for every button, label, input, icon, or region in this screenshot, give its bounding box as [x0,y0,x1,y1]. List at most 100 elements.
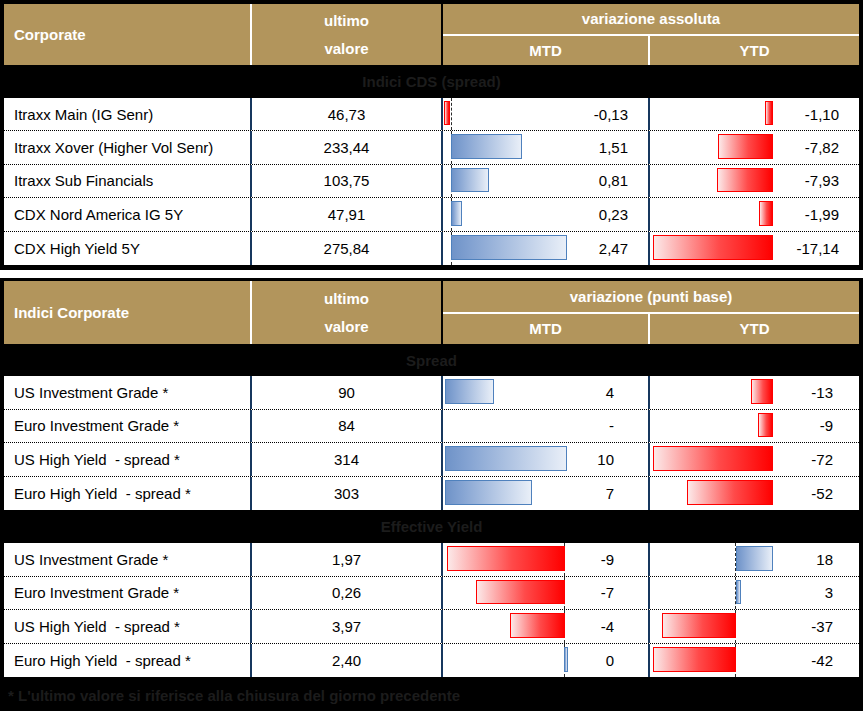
variation-header: variazione assoluta [443,4,859,36]
last-value-cell: 233,44 [252,131,443,163]
ytd-value: -9 [820,410,833,443]
zero-baseline [451,98,452,130]
table-row: Itraxx Xover (Higher Vol Senr) 233,44 1,… [4,131,859,164]
mtd-data-bar [510,613,565,638]
mtd-bar-cell: 4 [443,376,650,409]
ytd-data-bar [736,546,773,571]
mtd-data-bar [451,168,489,192]
last-value-cell: 2,40 [252,644,443,678]
row-label: US High Yield - spread * [4,610,252,643]
mtd-value: -0,13 [594,98,628,130]
mtd-value: 0 [606,644,614,678]
mtd-value: -4 [601,610,614,643]
mtd-bar-cell: 10 [443,443,650,476]
ytd-data-bar [653,647,736,673]
table-row: Euro High Yield - spread * 2,40 0 -42 [4,644,859,678]
mtd-header: MTD [443,36,650,66]
ytd-value: -13 [811,376,833,409]
ytd-bar-cell: -7,82 [650,131,859,163]
last-value-cell: 47,91 [252,198,443,230]
row-label: Itraxx Main (IG Senr) [4,98,252,130]
mtd-data-bar [445,480,532,506]
last-value-header: ultimo valore [252,281,443,344]
table1-title: Corporate [4,4,252,65]
mtd-data-bar [445,446,567,471]
last-value-cell: 275,84 [252,232,443,265]
table2-title: Indici Corporate [4,281,252,344]
mtd-value: 2,47 [599,232,628,265]
table-row: Itraxx Sub Financials 103,75 0,81 -7,93 [4,165,859,198]
mtd-data-bar [564,647,568,673]
mtd-data-bar [451,134,522,158]
row-label: Itraxx Sub Financials [4,165,252,197]
row-label: Euro High Yield - spread * [4,644,252,678]
mtd-bar-cell: 1,51 [443,131,650,163]
row-label: US Investment Grade * [4,543,252,576]
section-band-spread: Spread [4,344,859,376]
ytd-value: 18 [816,543,833,576]
mtd-data-bar [476,580,565,605]
mtd-value: 0,81 [599,165,628,197]
ytd-data-bar [662,613,736,638]
table-row: Euro High Yield - spread * 303 7 -52 [4,477,859,511]
last-value-cell: 103,75 [252,165,443,197]
last-value-cell: 46,73 [252,98,443,130]
ytd-bar-cell: -7,93 [650,165,859,197]
ytd-bar-cell: -72 [650,443,859,476]
row-label: CDX High Yield 5Y [4,232,252,265]
table-row: Euro Investment Grade * 0,26 -7 3 [4,577,859,611]
mtd-value: -9 [601,543,614,576]
ytd-data-bar [736,580,741,605]
ytd-value: -7,82 [805,131,839,163]
table-row: US Investment Grade * 1,97 -9 18 [4,543,859,577]
corporate-cds-table: Corporate ultimo valore variazione assol… [0,0,863,270]
ytd-value: -7,93 [805,165,839,197]
ytd-bar-cell: 18 [650,543,859,576]
mtd-data-bar [447,546,565,571]
row-label: Euro Investment Grade * [4,577,252,610]
corporate-report-page: Corporate ultimo valore variazione assol… [0,0,863,711]
ytd-value: -17,14 [796,232,839,265]
ytd-bar-cell: -37 [650,610,859,643]
mtd-value: 7 [606,477,614,511]
table1-header: Corporate ultimo valore variazione assol… [4,4,859,65]
mtd-data-bar [451,235,567,260]
table-row: US High Yield - spread * 3,97 -4 -37 [4,610,859,644]
ytd-data-bar [718,134,773,158]
mtd-value: 10 [597,443,614,476]
mtd-bar-cell: -0,13 [443,98,650,130]
footnote: * L'ultimo valore si riferisce alla chiu… [0,680,863,711]
mtd-bar-cell: -7 [443,577,650,610]
mtd-bar-cell: -9 [443,543,650,576]
table-row: Itraxx Main (IG Senr) 46,73 -0,13 -1,10 [4,98,859,131]
variation-header-group: variazione (punti base) MTD YTD [443,281,859,344]
ytd-header: YTD [650,314,859,345]
table-row: Euro Investment Grade * 84 - -9 [4,410,859,444]
mtd-value: - [609,410,614,443]
table1-rows: Itraxx Main (IG Senr) 46,73 -0,13 -1,10 … [4,98,859,265]
last-value-header-line2: valore [324,35,368,63]
variation-header-group: variazione assoluta MTD YTD [443,4,859,65]
last-value-cell: 0,26 [252,577,443,610]
mtd-value: 0,23 [599,198,628,230]
mtd-value: 1,51 [599,131,628,163]
ytd-bar-cell: -9 [650,410,859,443]
spread-rows: US Investment Grade * 90 4 -13 Euro Inve… [4,376,859,510]
variation-header: variazione (punti base) [443,281,859,314]
table-row: US High Yield - spread * 314 10 -72 [4,443,859,477]
last-value-header-line1: ultimo [324,7,369,35]
mtd-bar-cell: 0 [443,644,650,678]
row-label: CDX Nord America IG 5Y [4,198,252,230]
last-value-header-line1: ultimo [324,285,369,313]
last-value-cell: 314 [252,443,443,476]
ytd-value: -1,10 [805,98,839,130]
row-label: Euro High Yield - spread * [4,477,252,511]
ytd-value: -37 [811,610,833,643]
ytd-data-bar [758,413,773,438]
section-band-cds: Indici CDS (spread) [4,65,859,98]
ytd-value: 3 [825,577,833,610]
last-value-cell: 90 [252,376,443,409]
ytd-data-bar [759,201,773,225]
ytd-data-bar [653,446,773,471]
mtd-value: 4 [606,376,614,409]
